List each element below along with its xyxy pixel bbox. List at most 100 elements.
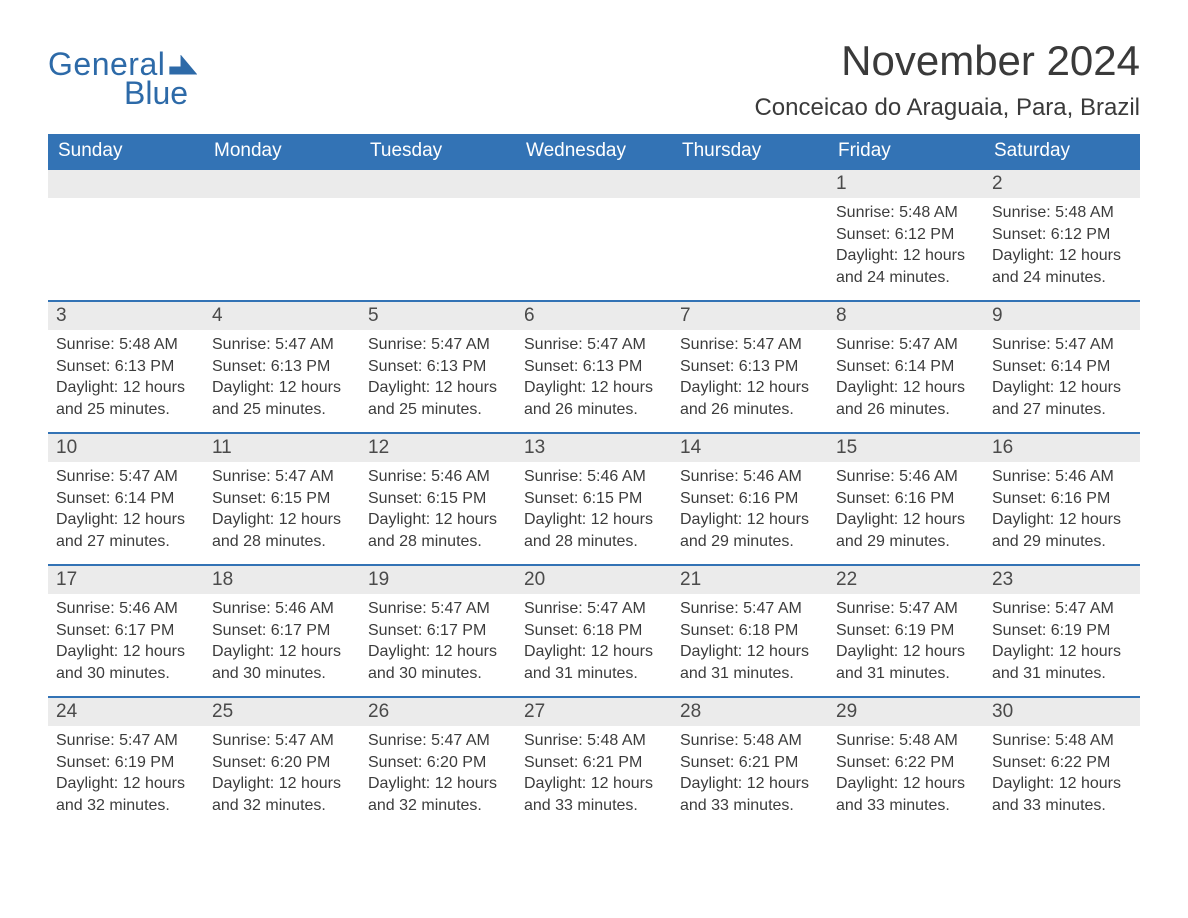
day-details: Sunrise: 5:48 AMSunset: 6:12 PMDaylight:… <box>984 198 1140 288</box>
day-number-bar: 26 <box>360 696 516 726</box>
day-details: Sunrise: 5:46 AMSunset: 6:15 PMDaylight:… <box>516 462 672 552</box>
weekday-header: Tuesday <box>360 134 516 168</box>
day-details: Sunrise: 5:47 AMSunset: 6:19 PMDaylight:… <box>48 726 204 816</box>
day-details: Sunrise: 5:47 AMSunset: 6:19 PMDaylight:… <box>828 594 984 684</box>
day-number-bar: 24 <box>48 696 204 726</box>
day-number-bar: 30 <box>984 696 1140 726</box>
day-details: Sunrise: 5:48 AMSunset: 6:21 PMDaylight:… <box>516 726 672 816</box>
weekday-header: Monday <box>204 134 360 168</box>
day-number-bar <box>48 168 204 198</box>
calendar-row: 10Sunrise: 5:47 AMSunset: 6:14 PMDayligh… <box>48 432 1140 564</box>
day-number-bar: 1 <box>828 168 984 198</box>
calendar-cell: 13Sunrise: 5:46 AMSunset: 6:15 PMDayligh… <box>516 432 672 564</box>
day-number-bar: 21 <box>672 564 828 594</box>
calendar-cell: 29Sunrise: 5:48 AMSunset: 6:22 PMDayligh… <box>828 696 984 828</box>
calendar-cell: 20Sunrise: 5:47 AMSunset: 6:18 PMDayligh… <box>516 564 672 696</box>
calendar-cell: 23Sunrise: 5:47 AMSunset: 6:19 PMDayligh… <box>984 564 1140 696</box>
day-number-bar: 7 <box>672 300 828 330</box>
day-number-bar: 19 <box>360 564 516 594</box>
day-details: Sunrise: 5:48 AMSunset: 6:13 PMDaylight:… <box>48 330 204 420</box>
day-details: Sunrise: 5:48 AMSunset: 6:21 PMDaylight:… <box>672 726 828 816</box>
day-details: Sunrise: 5:46 AMSunset: 6:16 PMDaylight:… <box>984 462 1140 552</box>
calendar-cell: 12Sunrise: 5:46 AMSunset: 6:15 PMDayligh… <box>360 432 516 564</box>
calendar-row: 3Sunrise: 5:48 AMSunset: 6:13 PMDaylight… <box>48 300 1140 432</box>
day-details: Sunrise: 5:48 AMSunset: 6:22 PMDaylight:… <box>984 726 1140 816</box>
day-details: Sunrise: 5:47 AMSunset: 6:13 PMDaylight:… <box>516 330 672 420</box>
day-number-bar <box>516 168 672 198</box>
day-details: Sunrise: 5:46 AMSunset: 6:15 PMDaylight:… <box>360 462 516 552</box>
calendar-body: 1Sunrise: 5:48 AMSunset: 6:12 PMDaylight… <box>48 168 1140 828</box>
calendar-cell: 28Sunrise: 5:48 AMSunset: 6:21 PMDayligh… <box>672 696 828 828</box>
calendar-cell: 26Sunrise: 5:47 AMSunset: 6:20 PMDayligh… <box>360 696 516 828</box>
calendar-cell <box>672 168 828 300</box>
day-details: Sunrise: 5:47 AMSunset: 6:18 PMDaylight:… <box>672 594 828 684</box>
page-title: November 2024 <box>754 38 1140 84</box>
calendar-cell: 7Sunrise: 5:47 AMSunset: 6:13 PMDaylight… <box>672 300 828 432</box>
day-number-bar: 2 <box>984 168 1140 198</box>
calendar-table: SundayMondayTuesdayWednesdayThursdayFrid… <box>48 134 1140 828</box>
weekday-header: Wednesday <box>516 134 672 168</box>
day-number-bar: 4 <box>204 300 360 330</box>
calendar-cell: 19Sunrise: 5:47 AMSunset: 6:17 PMDayligh… <box>360 564 516 696</box>
day-number-bar: 16 <box>984 432 1140 462</box>
day-details: Sunrise: 5:46 AMSunset: 6:17 PMDaylight:… <box>204 594 360 684</box>
day-number-bar: 28 <box>672 696 828 726</box>
calendar-cell: 5Sunrise: 5:47 AMSunset: 6:13 PMDaylight… <box>360 300 516 432</box>
calendar-cell: 9Sunrise: 5:47 AMSunset: 6:14 PMDaylight… <box>984 300 1140 432</box>
weekday-header-row: SundayMondayTuesdayWednesdayThursdayFrid… <box>48 134 1140 168</box>
calendar-cell: 1Sunrise: 5:48 AMSunset: 6:12 PMDaylight… <box>828 168 984 300</box>
day-details: Sunrise: 5:46 AMSunset: 6:17 PMDaylight:… <box>48 594 204 684</box>
title-block: November 2024 Conceicao do Araguaia, Par… <box>754 38 1140 122</box>
day-number-bar: 22 <box>828 564 984 594</box>
day-number-bar: 15 <box>828 432 984 462</box>
calendar-cell: 2Sunrise: 5:48 AMSunset: 6:12 PMDaylight… <box>984 168 1140 300</box>
day-number-bar: 11 <box>204 432 360 462</box>
calendar-cell <box>48 168 204 300</box>
day-details: Sunrise: 5:48 AMSunset: 6:22 PMDaylight:… <box>828 726 984 816</box>
weekday-header: Friday <box>828 134 984 168</box>
day-number-bar: 3 <box>48 300 204 330</box>
day-details: Sunrise: 5:46 AMSunset: 6:16 PMDaylight:… <box>672 462 828 552</box>
day-number-bar <box>672 168 828 198</box>
day-details: Sunrise: 5:47 AMSunset: 6:15 PMDaylight:… <box>204 462 360 552</box>
day-details: Sunrise: 5:47 AMSunset: 6:14 PMDaylight:… <box>828 330 984 420</box>
calendar-cell: 24Sunrise: 5:47 AMSunset: 6:19 PMDayligh… <box>48 696 204 828</box>
day-number-bar: 27 <box>516 696 672 726</box>
calendar-cell: 11Sunrise: 5:47 AMSunset: 6:15 PMDayligh… <box>204 432 360 564</box>
logo-flag-icon <box>169 55 197 75</box>
calendar-cell: 8Sunrise: 5:47 AMSunset: 6:14 PMDaylight… <box>828 300 984 432</box>
day-details: Sunrise: 5:48 AMSunset: 6:12 PMDaylight:… <box>828 198 984 288</box>
day-details: Sunrise: 5:47 AMSunset: 6:20 PMDaylight:… <box>204 726 360 816</box>
weekday-header: Thursday <box>672 134 828 168</box>
day-number-bar: 25 <box>204 696 360 726</box>
header: General Blue November 2024 Conceicao do … <box>48 38 1140 122</box>
calendar-cell: 16Sunrise: 5:46 AMSunset: 6:16 PMDayligh… <box>984 432 1140 564</box>
location-text: Conceicao do Araguaia, Para, Brazil <box>754 94 1140 122</box>
day-number-bar: 12 <box>360 432 516 462</box>
day-details: Sunrise: 5:47 AMSunset: 6:18 PMDaylight:… <box>516 594 672 684</box>
day-number-bar: 20 <box>516 564 672 594</box>
calendar-cell: 27Sunrise: 5:48 AMSunset: 6:21 PMDayligh… <box>516 696 672 828</box>
day-details: Sunrise: 5:47 AMSunset: 6:14 PMDaylight:… <box>48 462 204 552</box>
calendar-row: 24Sunrise: 5:47 AMSunset: 6:19 PMDayligh… <box>48 696 1140 828</box>
calendar-cell: 25Sunrise: 5:47 AMSunset: 6:20 PMDayligh… <box>204 696 360 828</box>
day-number-bar: 29 <box>828 696 984 726</box>
calendar-cell: 21Sunrise: 5:47 AMSunset: 6:18 PMDayligh… <box>672 564 828 696</box>
calendar-cell: 15Sunrise: 5:46 AMSunset: 6:16 PMDayligh… <box>828 432 984 564</box>
day-number-bar: 14 <box>672 432 828 462</box>
day-details: Sunrise: 5:47 AMSunset: 6:17 PMDaylight:… <box>360 594 516 684</box>
logo-word2: Blue <box>124 75 188 112</box>
day-details: Sunrise: 5:47 AMSunset: 6:13 PMDaylight:… <box>204 330 360 420</box>
weekday-header: Saturday <box>984 134 1140 168</box>
calendar-cell: 4Sunrise: 5:47 AMSunset: 6:13 PMDaylight… <box>204 300 360 432</box>
calendar-cell: 18Sunrise: 5:46 AMSunset: 6:17 PMDayligh… <box>204 564 360 696</box>
calendar-cell: 6Sunrise: 5:47 AMSunset: 6:13 PMDaylight… <box>516 300 672 432</box>
logo: General Blue <box>48 38 197 112</box>
day-details: Sunrise: 5:47 AMSunset: 6:14 PMDaylight:… <box>984 330 1140 420</box>
day-number-bar: 10 <box>48 432 204 462</box>
calendar-cell <box>204 168 360 300</box>
day-number-bar <box>360 168 516 198</box>
calendar-cell: 10Sunrise: 5:47 AMSunset: 6:14 PMDayligh… <box>48 432 204 564</box>
calendar-cell: 14Sunrise: 5:46 AMSunset: 6:16 PMDayligh… <box>672 432 828 564</box>
calendar-cell: 30Sunrise: 5:48 AMSunset: 6:22 PMDayligh… <box>984 696 1140 828</box>
